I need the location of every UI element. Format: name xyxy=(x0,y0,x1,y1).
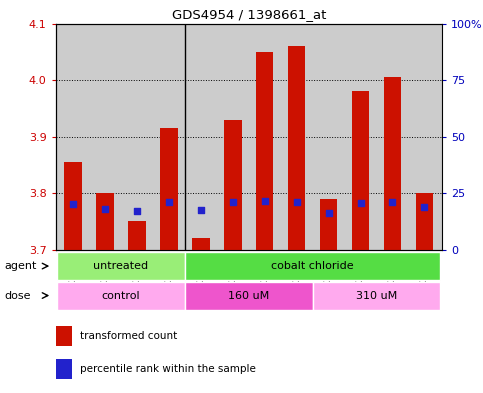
Bar xyxy=(415,193,433,250)
Bar xyxy=(160,128,178,250)
Bar xyxy=(352,92,369,250)
Text: cobalt chloride: cobalt chloride xyxy=(271,261,354,271)
Text: control: control xyxy=(102,291,141,301)
Point xyxy=(165,198,173,205)
Point xyxy=(293,198,300,205)
Point xyxy=(229,198,237,205)
Bar xyxy=(56,359,72,379)
Point xyxy=(389,199,397,205)
Point xyxy=(133,208,141,214)
Bar xyxy=(185,252,440,281)
Bar xyxy=(288,46,305,250)
Text: 160 uM: 160 uM xyxy=(228,291,270,301)
Text: dose: dose xyxy=(5,290,31,301)
Bar xyxy=(56,326,72,346)
Text: percentile rank within the sample: percentile rank within the sample xyxy=(80,364,256,374)
Point xyxy=(69,201,77,208)
Point xyxy=(356,200,364,206)
Point xyxy=(101,206,109,212)
Point xyxy=(197,207,205,213)
Bar xyxy=(128,221,146,250)
Bar xyxy=(256,52,273,250)
Bar xyxy=(224,119,242,250)
Bar xyxy=(64,162,82,250)
Title: GDS4954 / 1398661_at: GDS4954 / 1398661_at xyxy=(171,8,326,21)
Text: agent: agent xyxy=(5,261,37,271)
Bar xyxy=(57,281,185,310)
Text: 310 uM: 310 uM xyxy=(356,291,397,301)
Text: untreated: untreated xyxy=(93,261,149,271)
Bar xyxy=(320,199,337,250)
Bar xyxy=(384,77,401,250)
Point xyxy=(325,210,332,216)
Bar xyxy=(192,238,210,250)
Bar xyxy=(313,281,440,310)
Point xyxy=(261,198,269,204)
Bar xyxy=(185,281,313,310)
Point xyxy=(421,204,428,210)
Text: transformed count: transformed count xyxy=(80,331,177,341)
Bar xyxy=(96,193,114,250)
Bar xyxy=(57,252,185,281)
